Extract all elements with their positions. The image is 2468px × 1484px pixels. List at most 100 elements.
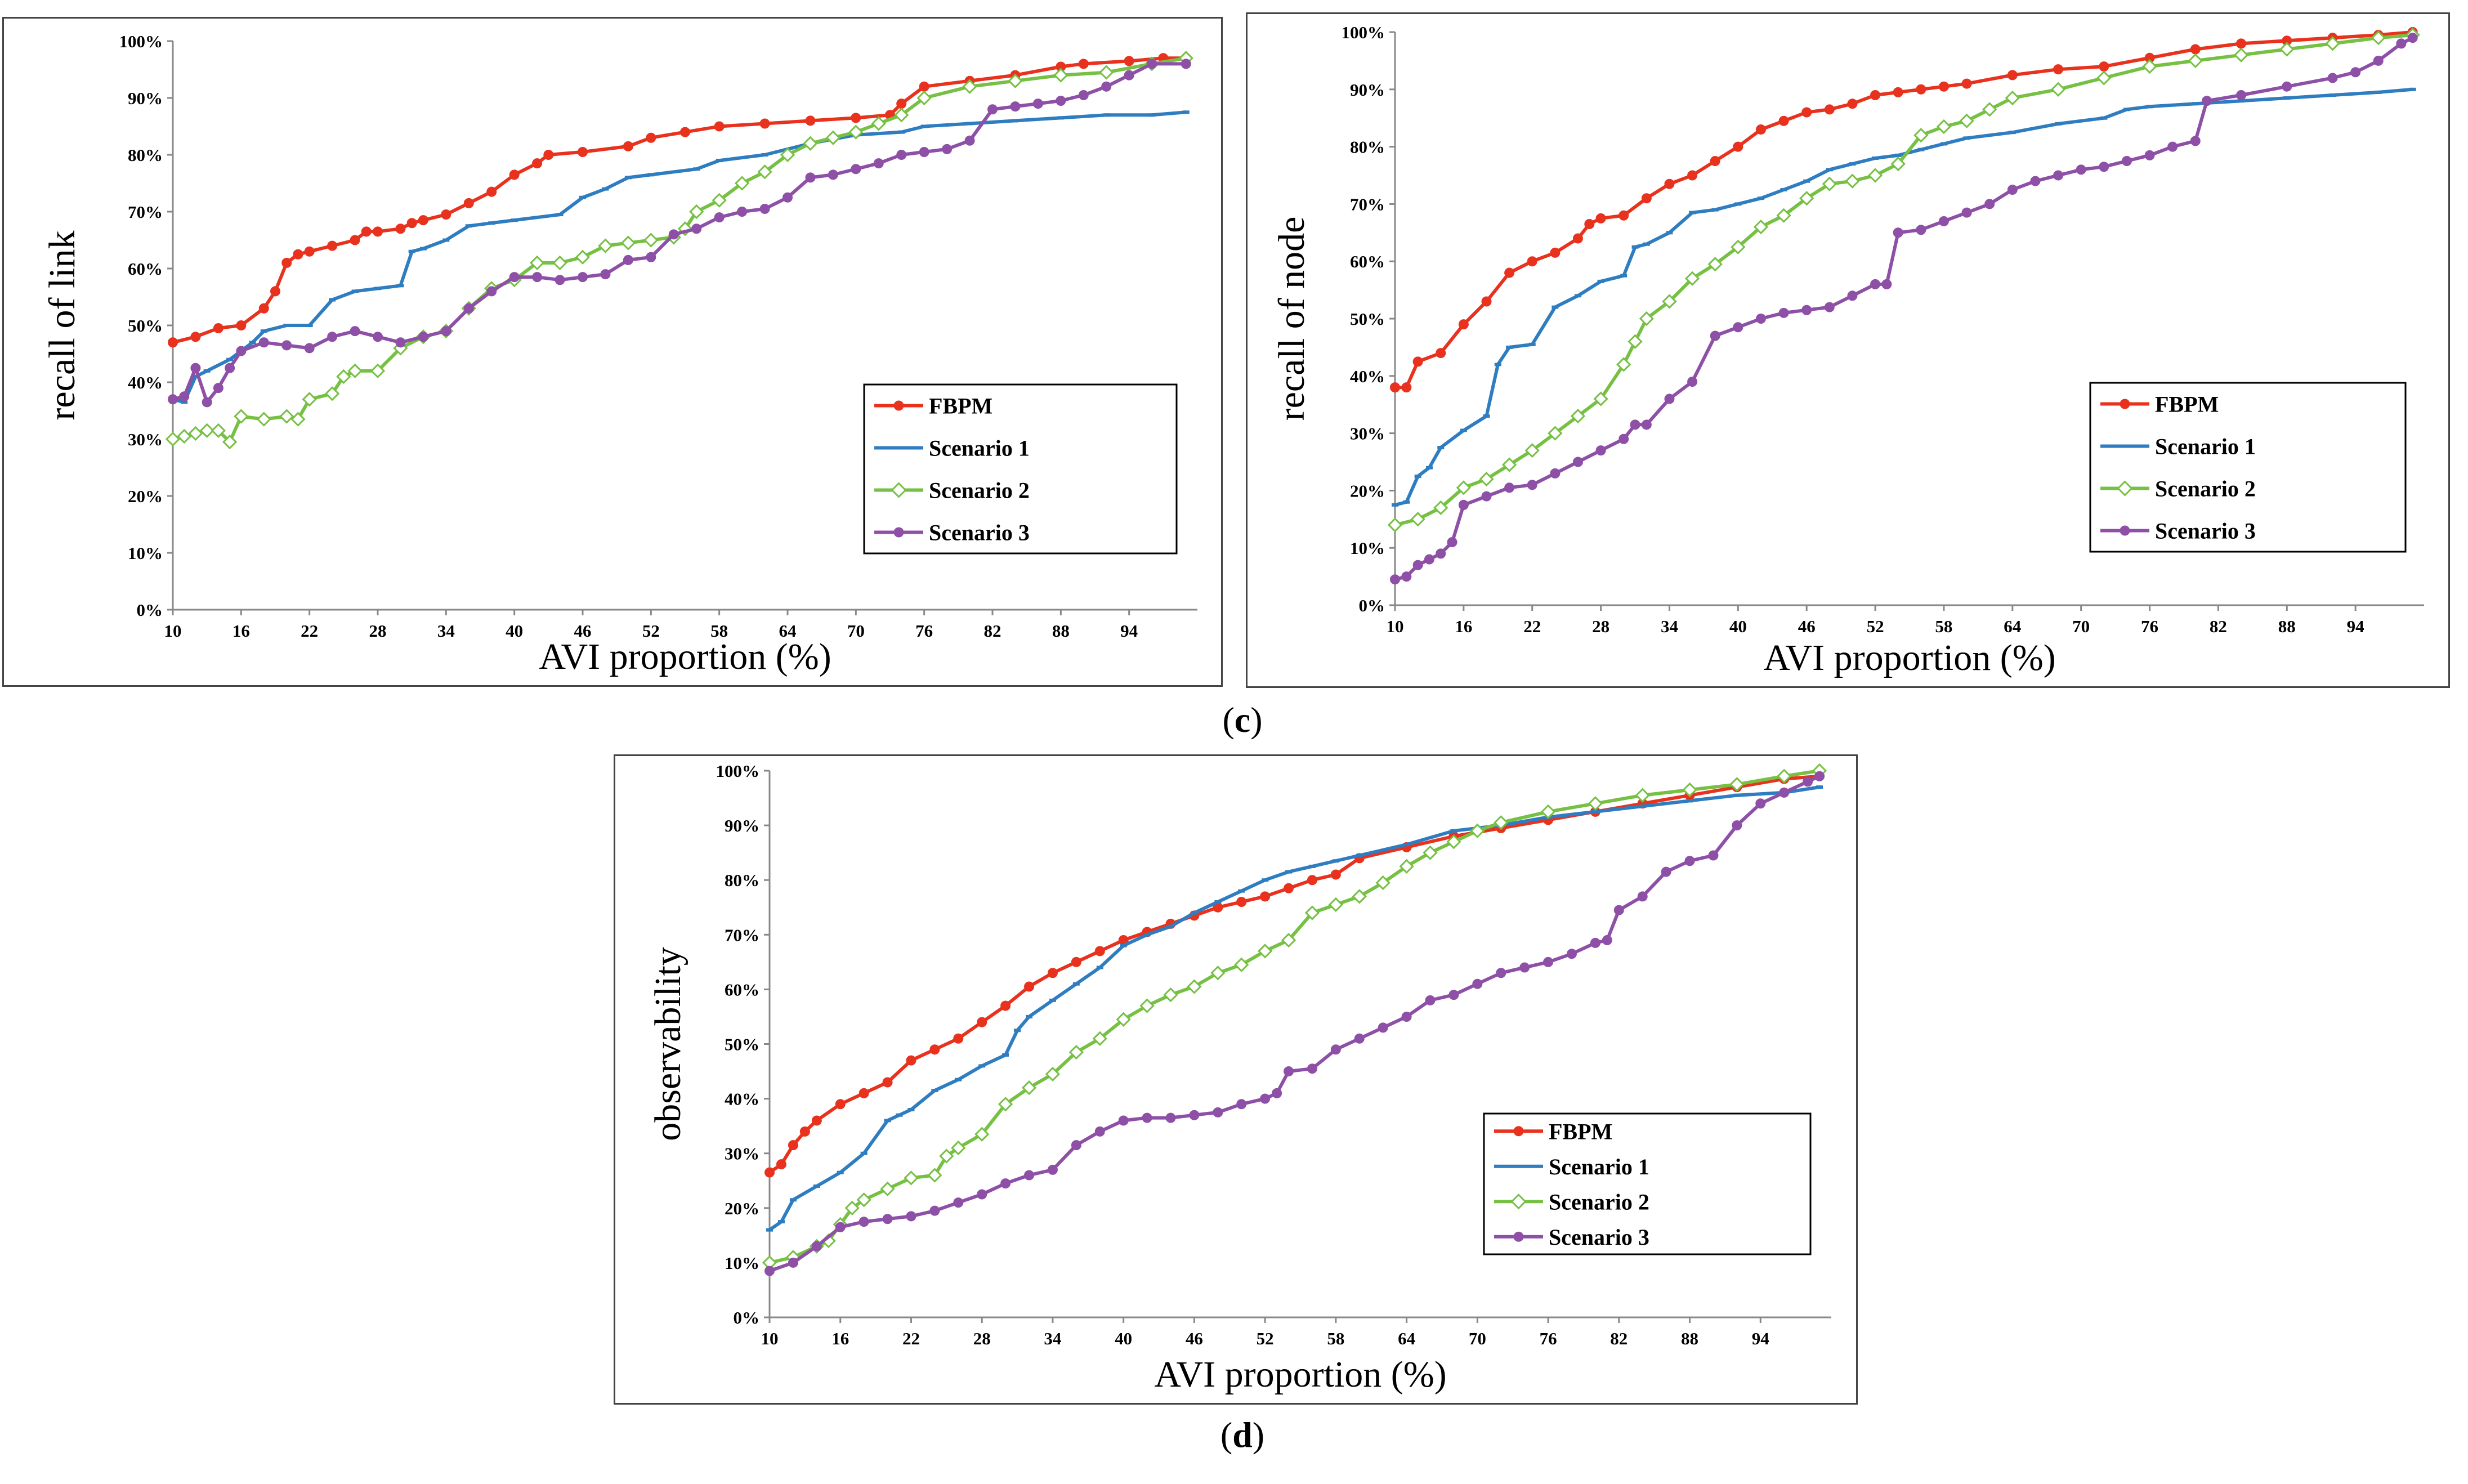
node-ytick-label: 100% [1342,23,1385,42]
node-point-fbpm [1401,382,1412,393]
node-point-scenario-2 [1753,219,1769,235]
link-xtick-label: 64 [779,621,797,641]
node-point-scenario-2 [1707,257,1723,272]
chart-observability: 0% 10% 20% 30% 40% 50% 60% 70% 80% 90% 100% 10 16 22 2… [647,761,1831,1395]
link-point-scenario-3 [1181,59,1191,69]
obs-point-scenario-3 [1189,1110,1200,1120]
obs-point-scenario-3 [1142,1112,1152,1123]
node-point-scenario-2 [2188,53,2203,69]
node-point-fbpm [1481,296,1492,307]
obs-point-scenario-3 [1118,1115,1129,1126]
obs-xtick-label: 34 [1044,1329,1061,1348]
obs-point-scenario-2 [856,1192,871,1208]
obs-series-scenario-3 [764,771,1825,1276]
link-xtick-label: 40 [506,621,523,641]
obs-point-scenario-2 [998,1097,1013,1112]
link-xtick-label: 22 [301,621,318,641]
link-y-axis-label: recall of link [42,230,83,420]
link-ytick-label: 50% [128,316,163,336]
link-point-scenario-3 [646,252,656,262]
node-point-scenario-2 [1433,500,1448,516]
link-point-scenario-3 [225,363,235,373]
obs-xtick-label: 40 [1115,1329,1132,1348]
link-point-scenario-3 [691,224,702,234]
link-point-fbpm [395,224,406,234]
obs-point-fbpm [1000,1000,1011,1011]
link-x-axis-label: AVI proportion (%) [539,636,831,677]
obs-point-scenario-2 [1729,777,1745,792]
node-xtick-label: 28 [1592,616,1609,636]
obs-point-scenario-2 [1470,823,1485,838]
obs-point-scenario-2 [1234,957,1249,972]
obs-point-scenario-3 [1543,956,1554,967]
node-point-scenario-3 [1961,207,1972,218]
obs-point-scenario-3 [764,1266,775,1276]
obs-point-scenario-2 [1187,979,1202,994]
link-point-scenario-3 [395,337,406,348]
obs-legend-marker-scenario-2 [1510,1194,1527,1210]
link-legend: FBPM Scenario 1 Scenario 2 Scenario 3 [863,383,1178,555]
obs-point-scenario-2 [1328,897,1343,913]
link-point-scenario-2 [803,136,818,151]
node-point-scenario-3 [2327,73,2338,83]
node-point-scenario-3 [1870,279,1881,289]
node-point-scenario-3 [1401,571,1412,582]
obs-point-scenario-3 [1496,968,1506,978]
node-point-fbpm [1641,193,1652,204]
link-point-scenario-3 [1010,101,1021,112]
obs-point-scenario-2 [880,1181,895,1196]
link-ytick-label: 60% [128,259,163,279]
node-point-fbpm [1412,356,1423,367]
link-point-scenario-2 [199,423,214,438]
obs-point-scenario-3 [1472,978,1483,989]
obs-point-scenario-3 [1000,1178,1011,1189]
link-point-scenario-2 [1053,68,1068,83]
obs-legend-label-scenario-2: Scenario 2 [1549,1189,1649,1214]
link-ytick-label: 90% [128,88,163,108]
node-point-scenario-3 [1893,227,1903,238]
obs-point-scenario-3 [1354,1033,1365,1044]
node-point-fbpm [1390,382,1400,393]
obs-point-scenario-2 [844,1200,860,1215]
node-point-scenario-2 [2233,47,2249,62]
obs-point-fbpm [799,1126,810,1137]
node-point-scenario-2 [2371,30,2386,46]
node-point-fbpm [1595,213,1606,224]
node-point-scenario-3 [2167,141,2178,152]
link-point-scenario-2 [848,124,864,140]
link-point-fbpm [805,115,816,126]
caption-c-letter: c [1234,700,1251,740]
link-point-fbpm [543,150,554,160]
node-point-fbpm [1458,319,1469,330]
link-point-fbpm [258,303,269,314]
node-point-scenario-2 [1479,471,1494,487]
obs-point-scenario-2 [1281,932,1296,948]
obs-point-scenario-3 [1425,995,1436,1005]
obs-point-fbpm [788,1140,798,1151]
node-legend-label-fbpm: FBPM [2155,392,2219,417]
obs-point-fbpm [1260,891,1271,902]
node-ytick-label: 60% [1350,252,1385,271]
obs-point-fbpm [1284,883,1294,893]
link-point-scenario-2 [336,369,351,385]
link-series-scenario-1 [169,110,1190,404]
node-point-fbpm [1436,348,1446,359]
obs-point-scenario-3 [1779,787,1790,798]
node-xtick-label: 82 [2210,616,2227,636]
link-point-fbpm [293,249,303,260]
obs-ytick-label: 40% [725,1089,759,1109]
obs-point-scenario-3 [1684,856,1695,866]
obs-ytick-label: 60% [725,980,759,999]
link-point-scenario-2 [825,130,841,145]
node-point-scenario-3 [2407,33,2418,43]
link-point-scenario-3 [896,150,907,160]
node-ytick-label: 30% [1350,424,1385,444]
node-point-scenario-3 [1527,480,1537,490]
link-point-scenario-3 [532,272,543,283]
node-point-scenario-3 [2373,55,2384,66]
node-legend: FBPM Scenario 1 Scenario 2 Scenario 3 [2089,382,2407,553]
obs-point-scenario-3 [1519,962,1530,973]
node-point-fbpm [1584,219,1595,230]
obs-xtick-label: 88 [1681,1329,1698,1348]
obs-ytick-label: 70% [725,925,759,945]
